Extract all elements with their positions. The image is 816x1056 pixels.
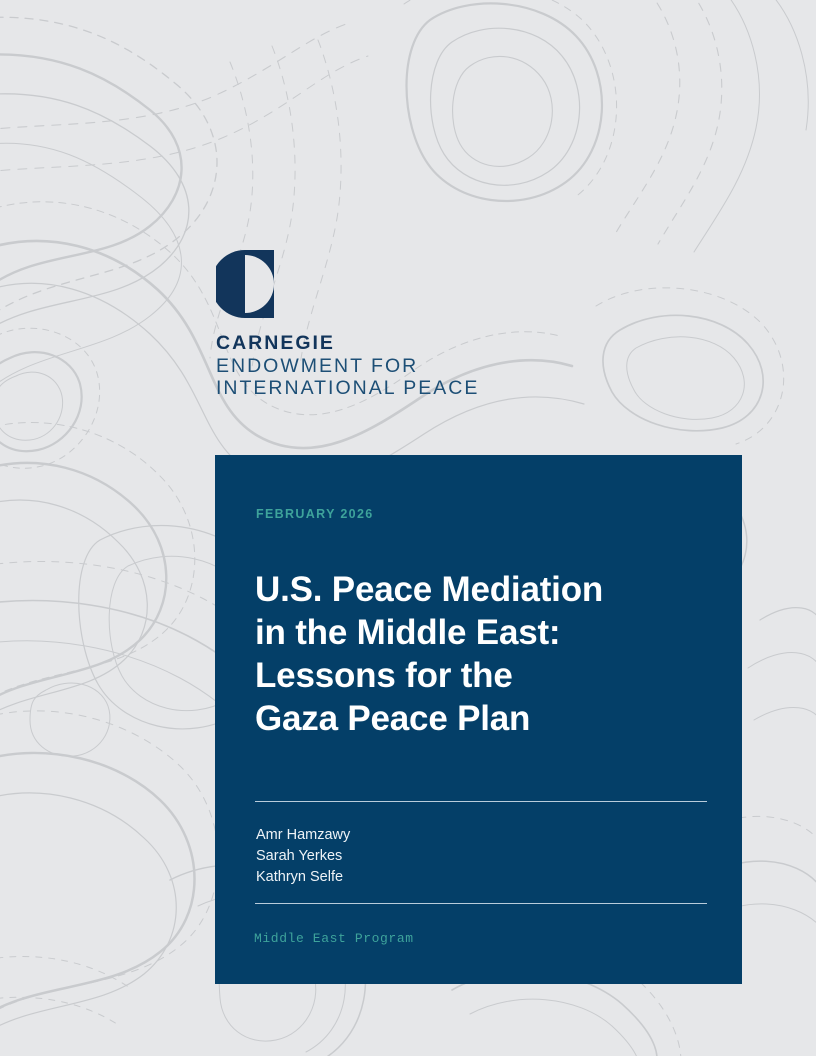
wordmark-line-international: INTERNATIONAL PEACE — [216, 377, 480, 399]
title-line-2: in the Middle East: — [255, 613, 561, 652]
carnegie-wordmark: CARNEGIE ENDOWMENT FOR INTERNATIONAL PEA… — [216, 332, 596, 399]
author-name: Kathryn Selfe — [256, 869, 344, 885]
carnegie-logo: CARNEGIE ENDOWMENT FOR INTERNATIONAL PEA… — [216, 250, 596, 399]
carnegie-logo-mark — [216, 250, 274, 318]
title-line-4: Gaza Peace Plan — [255, 699, 531, 738]
divider-below-authors — [255, 903, 707, 904]
wordmark-line-carnegie: CARNEGIE — [216, 332, 335, 354]
wordmark-line-endowment: ENDOWMENT FOR — [216, 355, 419, 377]
divider-above-authors — [255, 801, 707, 802]
program-label: Middle East Program — [254, 931, 414, 946]
title-line-1: U.S. Peace Mediation — [255, 570, 604, 609]
author-name: Amr Hamzawy — [256, 827, 351, 843]
publication-date: FEBRUARY 2026 — [256, 507, 374, 521]
author-name: Sarah Yerkes — [256, 848, 343, 864]
page-title: U.S. Peace Mediation in the Middle East:… — [255, 568, 675, 740]
cover-title-panel: FEBRUARY 2026 U.S. Peace Mediation in th… — [215, 455, 742, 984]
author-list: Amr Hamzawy Sarah Yerkes Kathryn Selfe — [256, 825, 350, 888]
title-line-3: Lessons for the — [255, 656, 513, 695]
